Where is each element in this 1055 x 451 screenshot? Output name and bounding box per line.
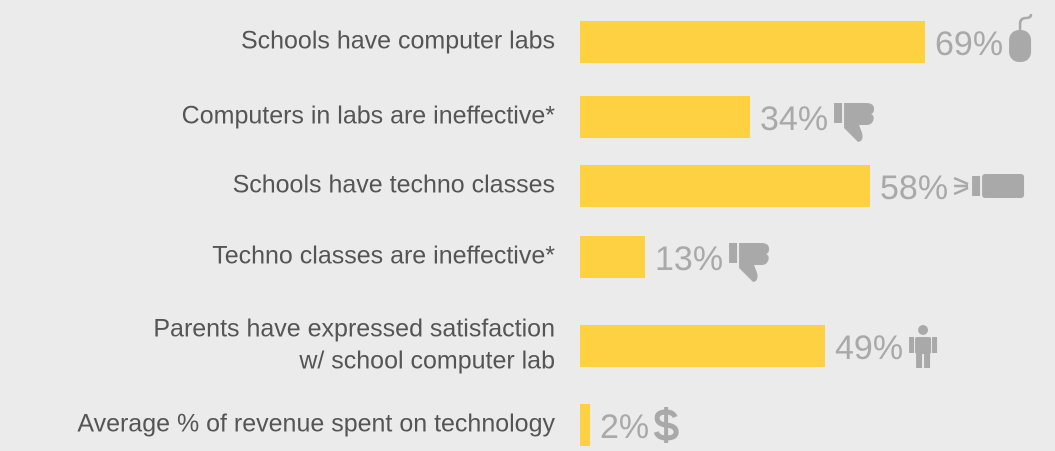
person-head (918, 325, 929, 335)
projector-screen (982, 174, 1025, 198)
icon (653, 407, 679, 443)
projector-beam (953, 176, 969, 196)
category-label: Average % of revenue spent on technology (77, 410, 555, 438)
person-body (915, 337, 932, 354)
bar (580, 325, 825, 367)
value-label: 69% (935, 25, 1003, 63)
category-label: Computers in labs are ineffective* (182, 102, 556, 130)
bar (580, 404, 590, 446)
category-label: Parents have expressed satisfaction (153, 315, 555, 343)
category-label: w/ school computer lab (298, 347, 555, 375)
icon (834, 103, 875, 142)
projector-body (972, 176, 981, 196)
bar (580, 165, 870, 207)
mouse-icon (1009, 30, 1032, 62)
person-leg (916, 354, 923, 368)
bar (580, 96, 750, 138)
person-leg (924, 354, 931, 368)
bar (580, 21, 925, 63)
icon (909, 325, 938, 368)
thumb-icon (834, 103, 875, 142)
icon (1009, 13, 1033, 62)
category-label: Schools have computer labs (241, 27, 555, 55)
category-label: Schools have techno classes (233, 171, 555, 199)
value-label: 2% (600, 408, 649, 446)
value-label: 49% (835, 329, 903, 367)
bar (580, 236, 645, 278)
person-arm (909, 337, 915, 353)
mouse-cord (1018, 13, 1033, 30)
icon (729, 243, 770, 282)
value-label: 58% (880, 169, 948, 207)
value-label: 34% (760, 100, 828, 138)
category-label: Techno classes are ineffective* (212, 242, 555, 270)
thumb-icon (729, 243, 770, 282)
person-arm (932, 337, 938, 353)
value-label: 13% (655, 240, 723, 278)
icon (953, 174, 1025, 198)
